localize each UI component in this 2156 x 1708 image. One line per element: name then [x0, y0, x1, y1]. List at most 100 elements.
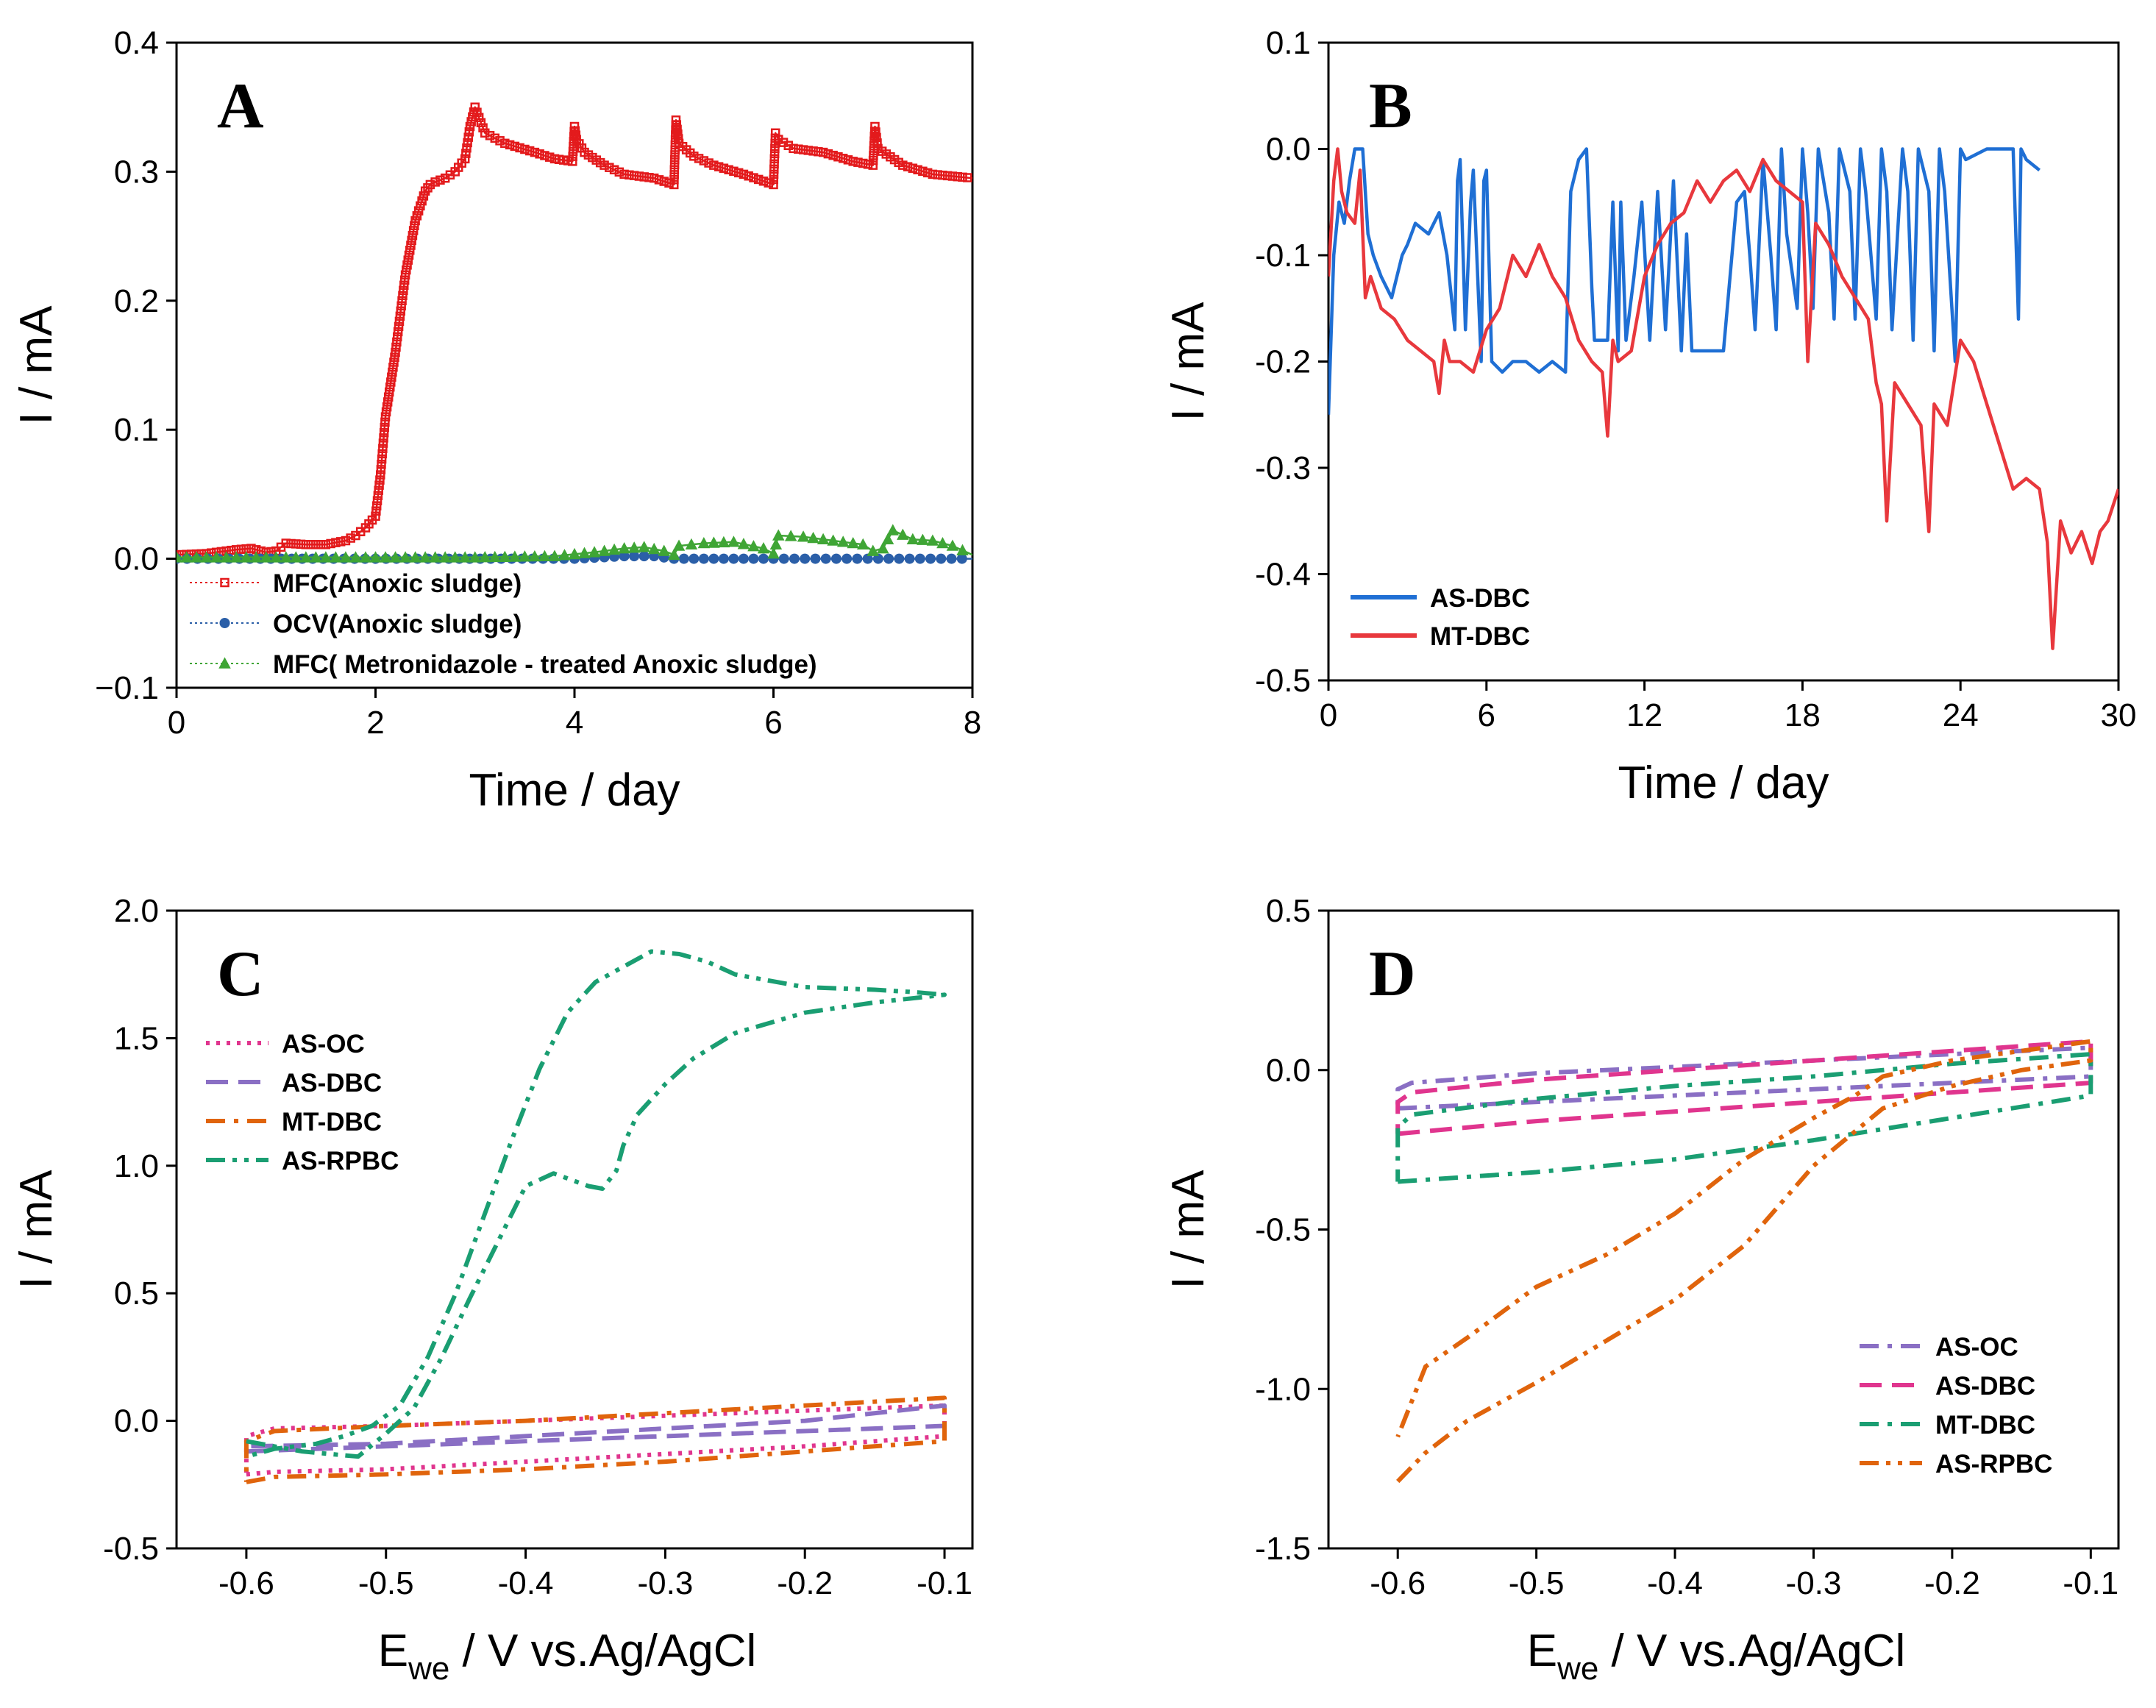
data-point	[808, 146, 818, 156]
data-point	[922, 168, 933, 178]
x-axis-title-rest: / V vs.Ag/AgCl	[449, 1626, 756, 1676]
data-point	[404, 250, 414, 260]
y-axis-title: I / mA	[1163, 302, 1214, 421]
data-point	[794, 144, 803, 154]
data-point	[373, 491, 383, 500]
x-tick-label: 2	[366, 705, 384, 741]
data-point	[540, 151, 549, 160]
data-point	[379, 433, 388, 443]
legend: MFC(Anoxic sludge) OCV(Anoxic sludge) MFC(…	[190, 569, 817, 679]
data-point	[789, 553, 800, 564]
data-point	[374, 480, 384, 490]
data-point	[814, 146, 823, 157]
data-point	[449, 551, 461, 563]
data-point	[460, 154, 470, 164]
data-point	[369, 551, 382, 563]
data-point	[926, 534, 939, 546]
data-point	[953, 171, 962, 182]
data-point	[382, 402, 392, 412]
data-point	[856, 538, 869, 550]
data-point	[903, 162, 913, 171]
y-tick-label: 0.4	[114, 25, 159, 61]
data-point	[694, 154, 704, 163]
data-point	[301, 540, 311, 549]
data-point	[177, 551, 183, 563]
data-point	[371, 506, 381, 516]
data-point	[490, 133, 500, 143]
data-point	[649, 173, 659, 183]
y-axis-title: I / mA	[11, 305, 62, 425]
data-point	[634, 171, 644, 181]
data-point	[544, 152, 555, 162]
data-point	[697, 536, 711, 549]
data-point	[629, 551, 640, 562]
data-point	[852, 553, 863, 564]
data-point	[936, 553, 947, 564]
data-point	[383, 392, 394, 402]
y-tick-label: 0.5	[114, 1275, 159, 1312]
data-point	[402, 260, 412, 270]
data-point	[406, 241, 416, 250]
data-point	[395, 311, 405, 321]
data-point	[769, 154, 780, 164]
data-point	[717, 535, 730, 548]
data-point	[704, 158, 714, 168]
data-point	[419, 551, 432, 563]
data-point	[339, 551, 352, 563]
data-point	[379, 551, 392, 563]
data-point	[399, 285, 408, 296]
data-point	[177, 550, 182, 560]
data-point	[371, 511, 380, 521]
data-point	[558, 549, 571, 561]
data-point	[818, 147, 828, 157]
data-point	[877, 541, 889, 554]
y-tick-label: -0.1	[1255, 238, 1311, 274]
legend-marker	[219, 618, 230, 628]
data-point	[828, 150, 838, 160]
x-tick-label: -0.6	[1370, 1565, 1426, 1601]
data-point	[280, 551, 293, 563]
data-point	[341, 535, 351, 546]
data-point	[568, 152, 577, 161]
data-point	[914, 553, 925, 564]
data-point	[316, 540, 326, 549]
x-tick-label: 24	[1943, 697, 1979, 733]
data-point	[391, 347, 400, 357]
data-point	[408, 230, 418, 241]
data-point	[200, 551, 213, 563]
data-point	[399, 551, 412, 563]
data-point	[747, 540, 760, 552]
data-point	[384, 387, 394, 397]
series-markers	[177, 524, 969, 563]
data-point	[862, 553, 873, 564]
data-point	[672, 539, 686, 551]
data-point	[708, 553, 719, 564]
data-point	[296, 539, 306, 549]
data-point	[820, 553, 831, 564]
data-point	[789, 143, 798, 154]
data-point	[500, 138, 510, 149]
data-point	[412, 211, 422, 221]
data-point	[800, 553, 811, 564]
data-point	[399, 280, 409, 291]
legend: AS-OC AS-DBC MT-DBC AS-RPBC	[206, 1030, 399, 1175]
series-line-as-dbc	[243, 1403, 947, 1454]
x-tick-label: -0.5	[1509, 1565, 1565, 1601]
data-point	[438, 551, 452, 563]
x-tick-label: -0.3	[637, 1565, 693, 1601]
data-point	[872, 138, 882, 148]
data-point	[488, 550, 502, 563]
data-point	[568, 146, 578, 157]
y-tick-label: -0.5	[1255, 1212, 1311, 1248]
y-tick-label: 0.0	[114, 1403, 159, 1440]
data-point	[519, 550, 531, 562]
data-point	[349, 551, 362, 563]
data-point	[396, 301, 406, 311]
y-tick-label: 0.3	[114, 154, 159, 190]
data-point	[389, 551, 402, 563]
data-point	[306, 540, 316, 549]
data-point	[883, 553, 894, 564]
data-point	[956, 553, 967, 564]
series-line-mt-dbc	[1328, 147, 2118, 650]
data-point	[374, 485, 383, 495]
